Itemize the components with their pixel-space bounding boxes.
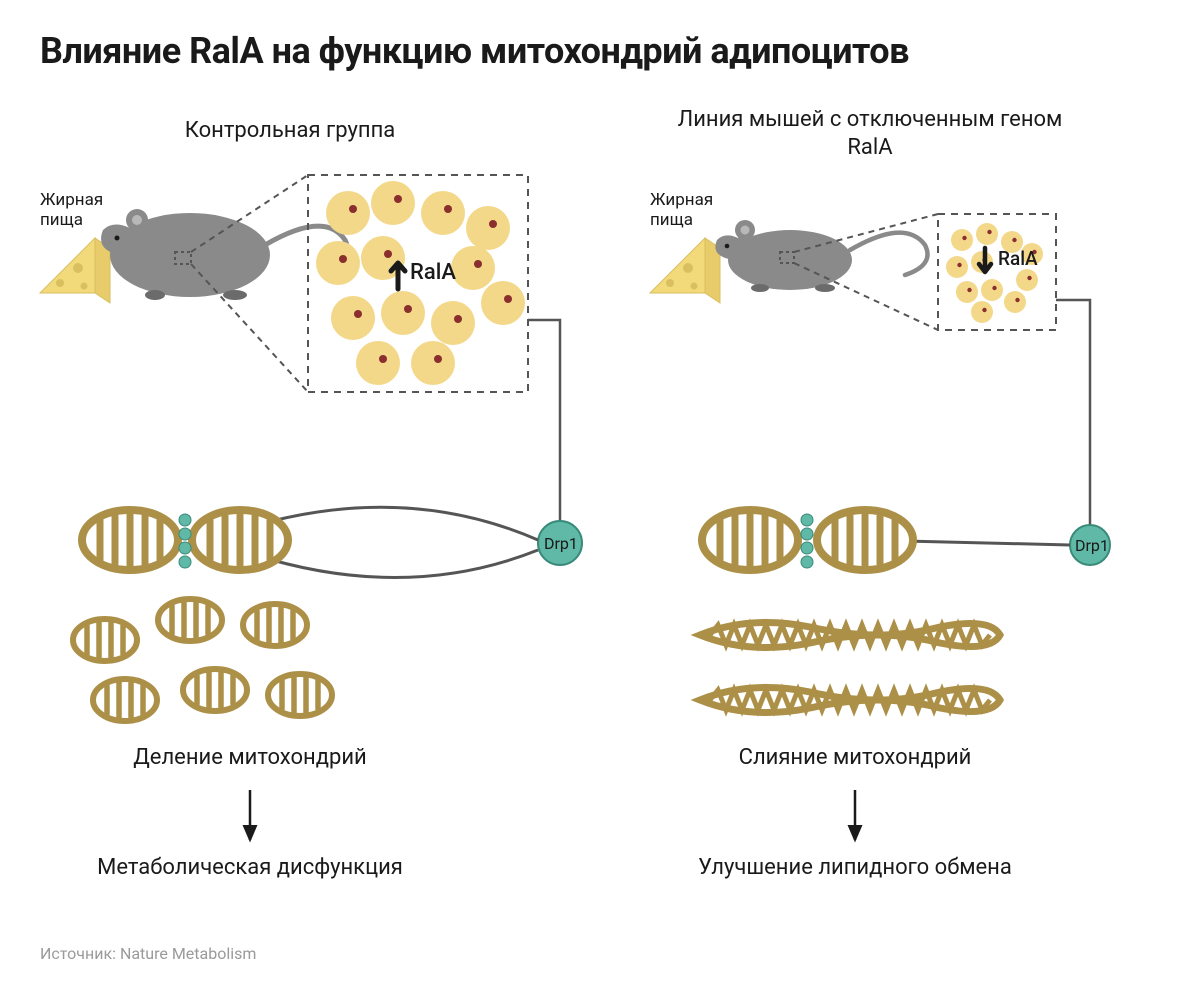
- right-rala-label: RalA: [998, 247, 1038, 270]
- source-label: Источник: Nature Metabolism: [40, 944, 256, 963]
- left-rala-label: RalA: [410, 260, 456, 285]
- left-outcome-label: Метаболическая дисфункция: [50, 855, 450, 880]
- right-outcome-label: Улучшение липидного обмена: [655, 855, 1055, 880]
- diagram-layer: [0, 0, 1200, 991]
- left-process-label: Деление митохондрий: [50, 745, 450, 770]
- right-drp1-label: Drp1: [1075, 536, 1109, 555]
- right-process-label: Слияние митохондрий: [655, 745, 1055, 770]
- left-drp1-label: Drp1: [544, 534, 578, 553]
- left-panel: [40, 175, 582, 840]
